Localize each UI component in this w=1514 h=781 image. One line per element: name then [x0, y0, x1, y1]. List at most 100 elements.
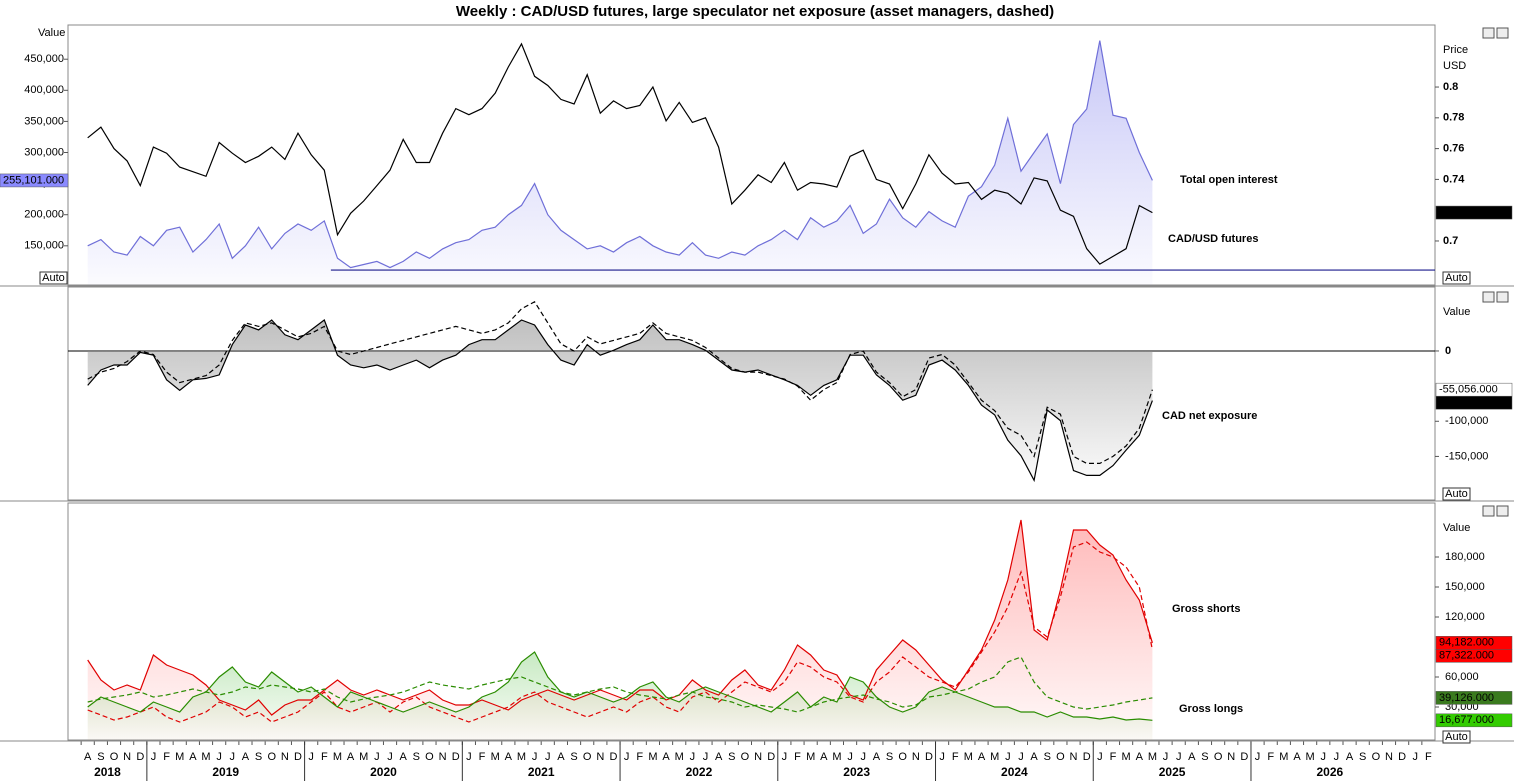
y2-tick-label: 0.74 — [1443, 173, 1465, 185]
year-label: 2023 — [843, 765, 870, 779]
x-tick-label: J — [1413, 751, 1419, 763]
last-value-label: -70,645.000 — [1439, 397, 1498, 409]
auto-button[interactable] — [1442, 271, 1471, 285]
x-tick-label: J — [216, 751, 222, 763]
series-name: Total open interest — [1180, 174, 1278, 186]
x-tick-label: O — [583, 751, 592, 763]
x-tick-label: M — [333, 751, 342, 763]
series-area — [87, 520, 1153, 740]
y2-axis-title: Price — [1443, 44, 1468, 56]
x-tick-label: J — [308, 751, 314, 763]
dashed-series-line — [87, 541, 1153, 723]
x-tick-label: F — [952, 751, 959, 763]
x-tick-label: O — [425, 751, 434, 763]
x-tick-label: N — [1227, 751, 1235, 763]
last-value-label: 0.71845 — [1439, 206, 1479, 218]
year-label: 2024 — [1001, 765, 1028, 779]
y-tick-label: 180,000 — [1445, 551, 1485, 563]
x-tick-label: J — [624, 751, 630, 763]
auto-button[interactable] — [39, 271, 68, 285]
y-tick-label: -100,000 — [1445, 415, 1488, 427]
x-tick-label: J — [1176, 751, 1182, 763]
x-tick-label: J — [532, 751, 538, 763]
x-tick-label: M — [517, 751, 526, 763]
close-button[interactable] — [1496, 291, 1509, 303]
x-tick-label: J — [860, 751, 866, 763]
x-tick-label: J — [151, 751, 157, 763]
auto-button-label[interactable]: Auto — [1445, 272, 1468, 284]
x-tick-label: S — [97, 751, 104, 763]
x-tick-label: D — [1398, 751, 1406, 763]
x-tick-label: S — [886, 751, 893, 763]
restore-button[interactable] — [1482, 291, 1495, 303]
auto-button-label[interactable]: Auto — [1445, 731, 1468, 743]
panel-frame — [67, 286, 1436, 501]
y-tick-label: 200,000 — [24, 209, 64, 221]
x-tick-label: J — [1018, 751, 1024, 763]
x-tick-label: N — [596, 751, 604, 763]
x-tick-label: A — [715, 751, 723, 763]
x-tick-label: N — [123, 751, 131, 763]
x-tick-label: O — [1214, 751, 1223, 763]
x-tick-label: D — [294, 751, 302, 763]
y-axis-title: Value — [38, 27, 65, 39]
close-button[interactable] — [1496, 27, 1509, 39]
x-tick-label: S — [1359, 751, 1366, 763]
auto-button-label[interactable]: Auto — [1445, 488, 1468, 500]
x-tick-label: O — [110, 751, 119, 763]
x-tick-label: F — [1267, 751, 1274, 763]
x-tick-label: N — [1385, 751, 1393, 763]
last-value-label: 87,322.000 — [1439, 650, 1494, 662]
y2-tick-label: 0.78 — [1443, 112, 1464, 124]
x-tick-label: A — [189, 751, 197, 763]
x-tick-label: J — [690, 751, 696, 763]
restore-button[interactable] — [1482, 505, 1495, 517]
last-value-box — [1435, 691, 1513, 705]
x-tick-label: A — [557, 751, 565, 763]
x-tick-label: M — [1148, 751, 1157, 763]
y-axis-title: Value — [1443, 522, 1470, 534]
last-value-box — [1435, 713, 1513, 728]
series-line — [87, 42, 1153, 265]
close-button[interactable] — [1496, 505, 1509, 517]
x-tick-label: A — [662, 751, 670, 763]
series-area — [87, 652, 1153, 740]
x-tick-label: M — [1306, 751, 1315, 763]
last-value-box — [1435, 649, 1513, 663]
x-tick-label: A — [820, 751, 828, 763]
auto-button[interactable] — [1442, 730, 1471, 744]
series-name: Gross longs — [1179, 703, 1243, 715]
auto-button-label[interactable]: Auto — [42, 272, 65, 284]
x-tick-label: A — [978, 751, 986, 763]
restore-button[interactable] — [1482, 27, 1495, 39]
auto-button[interactable] — [1442, 487, 1471, 501]
y-tick-label: 150,000 — [1445, 581, 1485, 593]
x-tick-label: D — [610, 751, 618, 763]
x-tick-label: D — [1083, 751, 1091, 763]
x-tick-label: O — [741, 751, 750, 763]
x-tick-label: N — [281, 751, 289, 763]
x-tick-label: M — [806, 751, 815, 763]
x-tick-label: M — [201, 751, 210, 763]
x-tick-label: J — [545, 751, 551, 763]
y2-tick-label: 0.7 — [1443, 235, 1458, 247]
last-value-box — [0, 173, 69, 188]
x-tick-label: F — [636, 751, 643, 763]
x-tick-label: D — [452, 751, 460, 763]
x-tick-label: S — [255, 751, 262, 763]
x-tick-label: F — [1425, 751, 1432, 763]
x-tick-label: D — [925, 751, 933, 763]
x-tick-label: J — [1321, 751, 1327, 763]
x-tick-label: O — [898, 751, 907, 763]
y-tick-label: 60,000 — [1445, 671, 1479, 683]
x-tick-label: A — [1293, 751, 1301, 763]
x-tick-label: S — [570, 751, 577, 763]
x-tick-label: D — [136, 751, 144, 763]
series-line — [87, 651, 1153, 721]
series-name: Gross shorts — [1172, 603, 1240, 615]
y-tick-label: -150,000 — [1445, 450, 1488, 462]
window-buttons[interactable] — [1482, 27, 1509, 517]
x-tick-label: A — [347, 751, 355, 763]
series-area — [87, 320, 1153, 481]
year-label: 2018 — [94, 765, 121, 779]
